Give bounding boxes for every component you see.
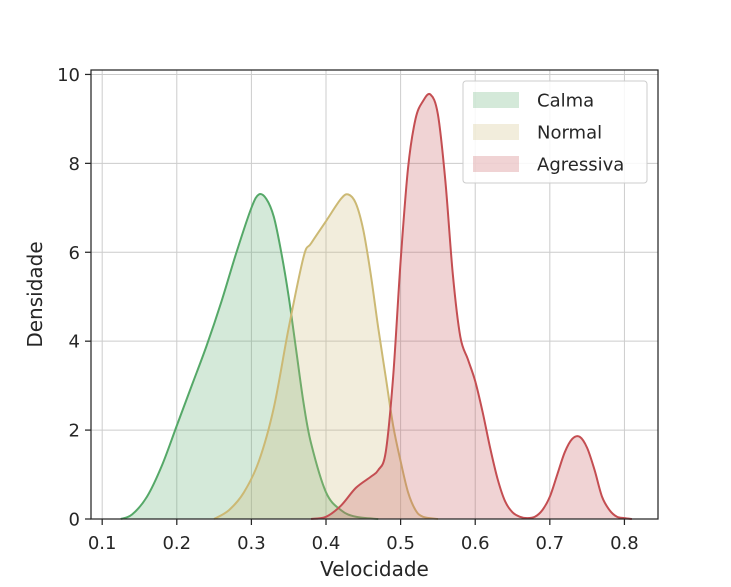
y-tick-label: 2 bbox=[69, 421, 80, 442]
series-areas bbox=[120, 92, 633, 520]
legend-swatch-normal bbox=[473, 124, 519, 140]
x-tick-label: 0.6 bbox=[461, 533, 490, 554]
y-axis-label: Densidade bbox=[23, 241, 47, 347]
x-tick-label: 0.4 bbox=[312, 533, 341, 554]
legend-swatch-calma bbox=[473, 92, 519, 108]
x-tick-label: 0.2 bbox=[162, 533, 191, 554]
x-tick-label: 0.3 bbox=[237, 533, 266, 554]
series-line-calma bbox=[120, 193, 379, 520]
y-tick-label: 8 bbox=[69, 154, 80, 175]
series-line-agressiva bbox=[310, 92, 633, 520]
y-tick-label: 10 bbox=[57, 65, 80, 86]
y-tick-label: 0 bbox=[69, 510, 80, 531]
legend-label-normal: Normal bbox=[537, 123, 602, 144]
ticks: 0.1 0.2 0.3 0.4 0.5 0.6 0.7 0.8 0 2 4 6 8 10 bbox=[57, 65, 639, 554]
series-line-normal bbox=[213, 193, 439, 520]
x-axis-label: Velocidade bbox=[320, 557, 429, 581]
x-tick-label: 0.1 bbox=[88, 533, 117, 554]
plot-frame bbox=[90, 69, 659, 520]
series-area-calma bbox=[120, 194, 379, 519]
x-tick-label: 0.5 bbox=[386, 533, 415, 554]
y-tick-label: 4 bbox=[69, 332, 80, 353]
series-area-agressiva bbox=[311, 93, 632, 519]
x-tick-label: 0.7 bbox=[536, 533, 565, 554]
legend-box bbox=[462, 80, 648, 184]
x-tick-label: 0.8 bbox=[610, 533, 639, 554]
legend-swatch-agressiva bbox=[473, 156, 519, 172]
legend: Calma Normal Agressiva bbox=[462, 80, 648, 184]
legend-label-calma: Calma bbox=[537, 91, 594, 112]
y-tick-label: 6 bbox=[69, 243, 80, 264]
series-area-normal bbox=[214, 194, 438, 519]
legend-label-agressiva: Agressiva bbox=[537, 155, 624, 176]
